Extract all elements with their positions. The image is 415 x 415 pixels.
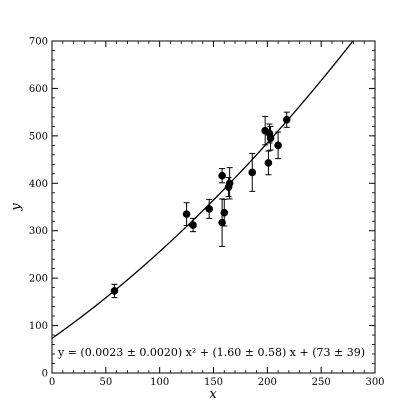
axis-ticks: 0 50 100 150 200 250 300 0 100 200 300 400 500 600 700 xyxy=(29,37,385,389)
point-marker xyxy=(220,208,229,217)
y-tick-label: 300 xyxy=(29,226,48,237)
point-marker xyxy=(218,218,226,227)
point-marker xyxy=(110,287,119,295)
y-tick-label: 100 xyxy=(29,321,48,332)
x-tick-label: 300 xyxy=(365,377,384,388)
x-axis-label: x xyxy=(209,387,217,402)
x-tick-label: 150 xyxy=(204,377,223,388)
point-marker xyxy=(264,159,273,167)
y-tick-label: 700 xyxy=(29,37,48,48)
x-tick-label: 0 xyxy=(49,377,55,388)
y-axis-label: y xyxy=(9,203,24,212)
fit-curve-layer xyxy=(51,40,354,339)
x-tick-label: 50 xyxy=(99,377,112,388)
data-point xyxy=(225,167,234,200)
fit-curve xyxy=(51,40,354,339)
data-point xyxy=(266,125,275,151)
data-points-layer xyxy=(110,111,291,299)
data-point xyxy=(218,198,226,247)
data-point xyxy=(205,198,213,219)
y-tick-label: 500 xyxy=(29,131,48,142)
point-marker xyxy=(205,205,213,213)
data-point xyxy=(110,283,119,299)
y-tick-label: 600 xyxy=(29,84,48,95)
data-point xyxy=(220,198,229,227)
data-point xyxy=(282,111,291,128)
data-point xyxy=(248,152,257,192)
fit-equation-annotation: y = (0.0023 ± 0.0020) x² + (1.60 ± 0.58)… xyxy=(57,346,365,359)
y-tick-label: 0 xyxy=(42,369,48,380)
point-marker xyxy=(189,221,197,229)
data-point xyxy=(274,131,282,160)
point-marker xyxy=(218,171,226,180)
y-tick-label: 400 xyxy=(29,179,48,190)
data-point xyxy=(264,150,273,176)
point-marker xyxy=(182,210,191,218)
data-point xyxy=(189,217,197,233)
point-marker xyxy=(225,179,234,188)
y-tick-label: 200 xyxy=(29,274,48,285)
point-marker xyxy=(248,168,257,177)
data-point xyxy=(182,202,191,226)
x-tick-label: 200 xyxy=(258,377,277,388)
x-tick-label: 100 xyxy=(150,377,169,388)
point-marker xyxy=(282,115,291,124)
data-point xyxy=(218,168,226,184)
x-tick-label: 250 xyxy=(312,377,331,388)
point-marker xyxy=(266,134,275,143)
plot-frame xyxy=(51,40,376,374)
point-marker xyxy=(274,141,282,150)
